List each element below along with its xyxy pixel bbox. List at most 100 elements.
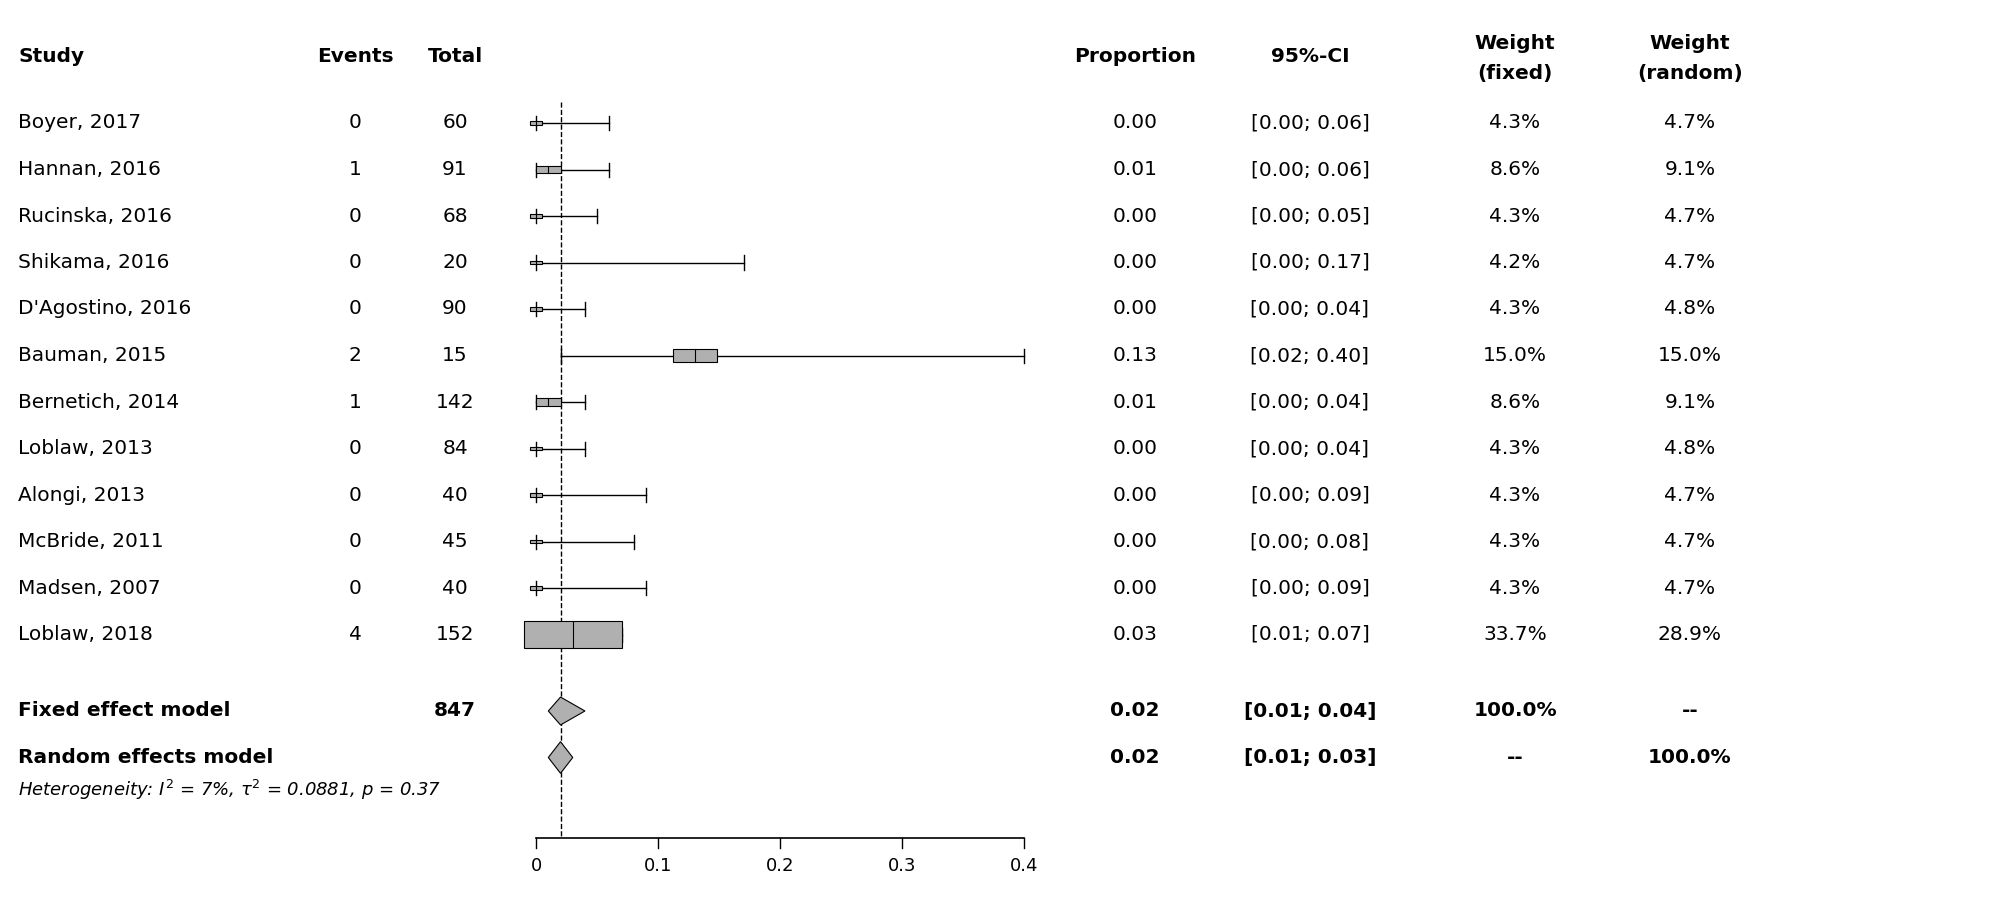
Text: 100.0%: 100.0% (1474, 702, 1556, 720)
Text: Boyer, 2017: Boyer, 2017 (18, 113, 142, 133)
Text: Rucinska, 2016: Rucinska, 2016 (18, 207, 172, 225)
Text: 1: 1 (348, 160, 362, 179)
Text: 4.8%: 4.8% (1664, 439, 1716, 458)
Text: 0.00: 0.00 (1112, 439, 1158, 458)
Text: Hannan, 2016: Hannan, 2016 (18, 160, 160, 179)
Text: Madsen, 2007: Madsen, 2007 (18, 578, 160, 597)
Bar (530, 307, 542, 311)
Text: Weight: Weight (1474, 35, 1556, 53)
Text: 4.3%: 4.3% (1490, 113, 1540, 133)
Text: Fixed effect model: Fixed effect model (18, 702, 230, 720)
Bar (536, 398, 560, 405)
Text: 0.01: 0.01 (1112, 393, 1158, 412)
Polygon shape (548, 697, 584, 725)
Text: 4.3%: 4.3% (1490, 207, 1540, 225)
Text: McBride, 2011: McBride, 2011 (18, 532, 164, 551)
Text: [0.00; 0.06]: [0.00; 0.06] (1250, 160, 1370, 179)
Text: 0.03: 0.03 (1112, 625, 1158, 644)
Text: 0: 0 (530, 857, 542, 875)
Text: 847: 847 (434, 702, 476, 720)
Text: 0.00: 0.00 (1112, 253, 1158, 272)
Text: [0.00; 0.09]: [0.00; 0.09] (1250, 486, 1370, 504)
Text: 0.00: 0.00 (1112, 486, 1158, 504)
Text: 84: 84 (442, 439, 468, 458)
Text: 45: 45 (442, 532, 468, 551)
Text: 0.00: 0.00 (1112, 299, 1158, 318)
Text: 0: 0 (348, 207, 362, 225)
Text: 4.3%: 4.3% (1490, 439, 1540, 458)
Text: 4.7%: 4.7% (1664, 532, 1716, 551)
Text: 142: 142 (436, 393, 474, 412)
Text: 40: 40 (442, 578, 468, 597)
Text: 0: 0 (348, 578, 362, 597)
Text: 33.7%: 33.7% (1484, 625, 1546, 644)
Text: 91: 91 (442, 160, 468, 179)
Text: 4.7%: 4.7% (1664, 486, 1716, 504)
Text: 1: 1 (348, 393, 362, 412)
Text: Random effects model: Random effects model (18, 748, 274, 767)
Bar (530, 540, 542, 544)
Text: 0.1: 0.1 (644, 857, 672, 875)
Text: --: -- (1682, 702, 1698, 720)
Text: 4.3%: 4.3% (1490, 486, 1540, 504)
Text: 0: 0 (348, 486, 362, 504)
Text: Alongi, 2013: Alongi, 2013 (18, 486, 144, 504)
Text: 15.0%: 15.0% (1484, 346, 1548, 365)
Text: 4.3%: 4.3% (1490, 299, 1540, 318)
Text: Weight: Weight (1650, 35, 1730, 53)
Text: 0.13: 0.13 (1112, 346, 1158, 365)
Text: 4.7%: 4.7% (1664, 207, 1716, 225)
Bar (530, 121, 542, 124)
Text: 0.4: 0.4 (1010, 857, 1038, 875)
Text: 20: 20 (442, 253, 468, 272)
Text: 0.00: 0.00 (1112, 113, 1158, 133)
Text: 4.3%: 4.3% (1490, 532, 1540, 551)
Text: 4.7%: 4.7% (1664, 113, 1716, 133)
Text: 90: 90 (442, 299, 468, 318)
Text: [0.02; 0.40]: [0.02; 0.40] (1250, 346, 1370, 365)
Text: [0.00; 0.17]: [0.00; 0.17] (1250, 253, 1370, 272)
Polygon shape (548, 742, 572, 773)
Text: 0: 0 (348, 253, 362, 272)
Text: 68: 68 (442, 207, 468, 225)
Text: 0: 0 (348, 113, 362, 133)
Text: 0: 0 (348, 439, 362, 458)
Text: 8.6%: 8.6% (1490, 160, 1540, 179)
Text: 0: 0 (348, 532, 362, 551)
Text: 95%-CI: 95%-CI (1270, 48, 1350, 67)
Text: 0.00: 0.00 (1112, 578, 1158, 597)
Text: [0.00; 0.04]: [0.00; 0.04] (1250, 299, 1370, 318)
Text: 4.2%: 4.2% (1490, 253, 1540, 272)
Text: 4.7%: 4.7% (1664, 578, 1716, 597)
Text: 4.7%: 4.7% (1664, 253, 1716, 272)
Text: Heterogeneity: $I^2$ = 7%, $\tau^2$ = 0.0881, $p$ = 0.37: Heterogeneity: $I^2$ = 7%, $\tau^2$ = 0.… (18, 778, 442, 802)
Text: 0.3: 0.3 (888, 857, 916, 875)
Text: 0.01: 0.01 (1112, 160, 1158, 179)
Text: [0.01; 0.04]: [0.01; 0.04] (1244, 702, 1376, 720)
Text: --: -- (1506, 748, 1524, 767)
Text: Loblaw, 2018: Loblaw, 2018 (18, 625, 152, 644)
Bar (530, 261, 542, 264)
Text: [0.00; 0.04]: [0.00; 0.04] (1250, 439, 1370, 458)
Text: [0.00; 0.04]: [0.00; 0.04] (1250, 393, 1370, 412)
Bar (530, 447, 542, 450)
Text: [0.00; 0.05]: [0.00; 0.05] (1250, 207, 1370, 225)
Text: 152: 152 (436, 625, 474, 644)
Text: 9.1%: 9.1% (1664, 160, 1716, 179)
Bar (524, 620, 622, 649)
Text: Total: Total (428, 48, 482, 67)
Text: Bauman, 2015: Bauman, 2015 (18, 346, 166, 365)
Text: [0.00; 0.06]: [0.00; 0.06] (1250, 113, 1370, 133)
Text: 4: 4 (348, 625, 362, 644)
Bar (530, 214, 542, 218)
Text: Bernetich, 2014: Bernetich, 2014 (18, 393, 180, 412)
Text: [0.00; 0.09]: [0.00; 0.09] (1250, 578, 1370, 597)
Text: 0.00: 0.00 (1112, 532, 1158, 551)
Text: 28.9%: 28.9% (1658, 625, 1722, 644)
Bar (530, 587, 542, 590)
Text: Loblaw, 2013: Loblaw, 2013 (18, 439, 152, 458)
Text: [0.00; 0.08]: [0.00; 0.08] (1250, 532, 1370, 551)
Text: Proportion: Proportion (1074, 48, 1196, 67)
Text: 0.2: 0.2 (766, 857, 794, 875)
Text: 60: 60 (442, 113, 468, 133)
